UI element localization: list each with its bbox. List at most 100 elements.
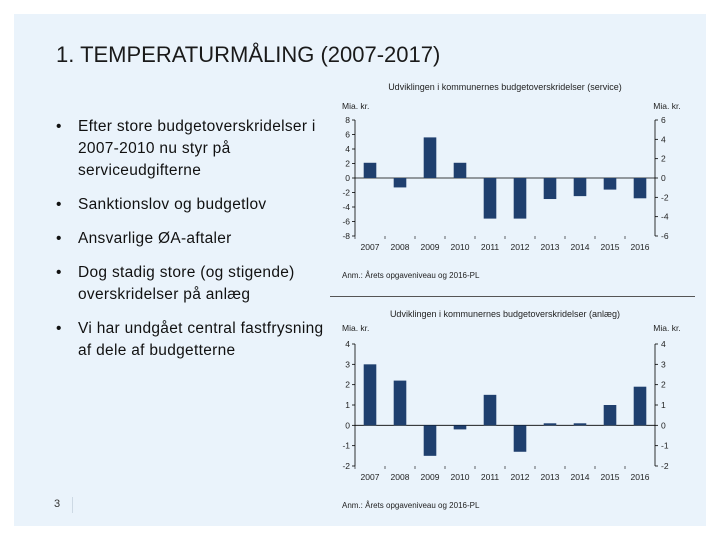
y-tick-label-right: 4 [661,339,666,349]
bar-2015 [603,405,617,426]
y-tick-label-left: -2 [342,461,350,471]
x-tick-label: 2016 [631,472,650,482]
y-tick-label-left: 2 [345,380,350,390]
chart-title: Udviklingen i kommunernes budgetoverskri… [388,82,622,92]
bar-2009 [423,137,437,178]
x-tick-label: 2009 [421,242,440,252]
y-tick-label-right: 3 [661,359,666,369]
bar-2010 [453,162,467,178]
y-axis-label-left: Mia. kr. [342,101,369,111]
y-tick-label-right: 1 [661,400,666,410]
bar-2013 [543,178,557,200]
page-number: 3 [54,498,61,510]
y-tick-label-left: 0 [345,420,350,430]
y-tick-label-left: 4 [345,339,350,349]
chart-divider [330,296,695,297]
y-axis-label-left: Mia. kr. [342,323,369,333]
bar-2013 [543,423,557,426]
y-axis-label-right: Mia. kr. [653,323,680,333]
bar-2012 [513,178,527,219]
y-tick-label-right: 2 [661,380,666,390]
chart-title: Udviklingen i kommunernes budgetoverskri… [390,309,620,319]
slide-title: 1. TEMPERATURMÅLING (2007-2017) [56,42,441,67]
y-tick-label-left: -4 [342,202,350,212]
bar-2008 [393,380,407,426]
bar-2007 [363,162,377,178]
y-tick-label-right: 0 [661,420,666,430]
service-chart-svg: Udviklingen i kommunernes budgetoverskri… [342,82,681,280]
bullet-text: Sanktionslov og budgetlov [78,196,267,213]
service-chart: Udviklingen i kommunernes budgetoverskri… [330,78,690,288]
x-tick-label: 2010 [451,242,470,252]
x-tick-label: 2015 [601,472,620,482]
bar-2009 [423,425,437,456]
bullet-item: • Dog stadig store (og stigende) overskri… [56,262,326,306]
page-number-divider [72,497,73,513]
y-tick-label-right: 4 [661,134,666,144]
bar-2007 [363,364,377,426]
bar-2014 [573,178,587,197]
x-tick-label: 2012 [511,242,530,252]
bullet-item: • Ansvarlige ØA-aftaler [56,228,326,250]
y-tick-label-right: -4 [661,212,669,222]
bullet-marker: • [56,320,62,337]
x-tick-label: 2014 [571,242,590,252]
bullet-marker: • [56,264,62,281]
y-tick-label-right: 2 [661,154,666,164]
x-tick-label: 2008 [391,242,410,252]
x-tick-label: 2016 [631,242,650,252]
x-tick-label: 2007 [361,242,380,252]
y-tick-label-right: 0 [661,173,666,183]
bullet-list: • Efter store budgetoverskridelser i 2007… [56,116,326,374]
bar-2011 [483,178,497,219]
x-tick-label: 2012 [511,472,530,482]
y-tick-label-right: -2 [661,192,669,202]
bullet-item: • Vi har undgået central fastfrysning af … [56,318,326,362]
x-tick-label: 2015 [601,242,620,252]
bullet-item: • Efter store budgetoverskridelser i 2007… [56,116,326,182]
y-tick-label-left: -6 [342,217,350,227]
bar-2014 [573,423,587,426]
x-tick-label: 2013 [541,472,560,482]
x-tick-label: 2011 [481,242,500,252]
x-tick-label: 2010 [451,472,470,482]
bullet-text: Ansvarlige ØA-aftaler [78,230,232,247]
y-tick-label-left: 6 [345,130,350,140]
bullet-marker: • [56,230,62,247]
bullet-text: Efter store budgetoverskridelser i 2007-… [78,118,316,179]
y-tick-label-right: -6 [661,231,669,241]
bar-2016 [633,178,647,199]
y-tick-label-left: 0 [345,173,350,183]
chart-note: Anm.: Årets opgaveniveau og 2016-PL [342,501,480,510]
bar-2016 [633,386,647,426]
y-tick-label-left: 3 [345,359,350,369]
anlaeg-chart-svg: Udviklingen i kommunernes budgetoverskri… [342,309,681,510]
x-tick-label: 2008 [391,472,410,482]
y-tick-label-right: -1 [661,441,669,451]
bar-2012 [513,425,527,452]
bullet-text: Dog stadig store (og stigende) overskrid… [78,264,295,303]
chart-note: Anm.: Årets opgaveniveau og 2016-PL [342,271,480,280]
bar-2011 [483,394,497,426]
x-tick-label: 2007 [361,472,380,482]
x-tick-label: 2011 [481,472,500,482]
y-tick-label-left: 2 [345,159,350,169]
x-tick-label: 2014 [571,472,590,482]
y-tick-label-right: 6 [661,115,666,125]
y-tick-label-left: -2 [342,188,350,198]
bullet-text: Vi har undgået central fastfrysning af d… [78,320,324,359]
slide-background [14,14,706,526]
bar-2008 [393,178,407,188]
y-tick-label-left: -1 [342,441,350,451]
y-axis-label-right: Mia. kr. [653,101,680,111]
y-tick-label-left: 8 [345,115,350,125]
anlaeg-chart: Udviklingen i kommunernes budgetoverskri… [330,306,690,518]
x-tick-label: 2009 [421,472,440,482]
bullet-item: • Sanktionslov og budgetlov [56,194,326,216]
y-tick-label-left: 1 [345,400,350,410]
x-tick-label: 2013 [541,242,560,252]
bar-2015 [603,178,617,190]
bar-2010 [453,425,467,430]
y-tick-label-right: -2 [661,461,669,471]
bullet-marker: • [56,196,62,213]
